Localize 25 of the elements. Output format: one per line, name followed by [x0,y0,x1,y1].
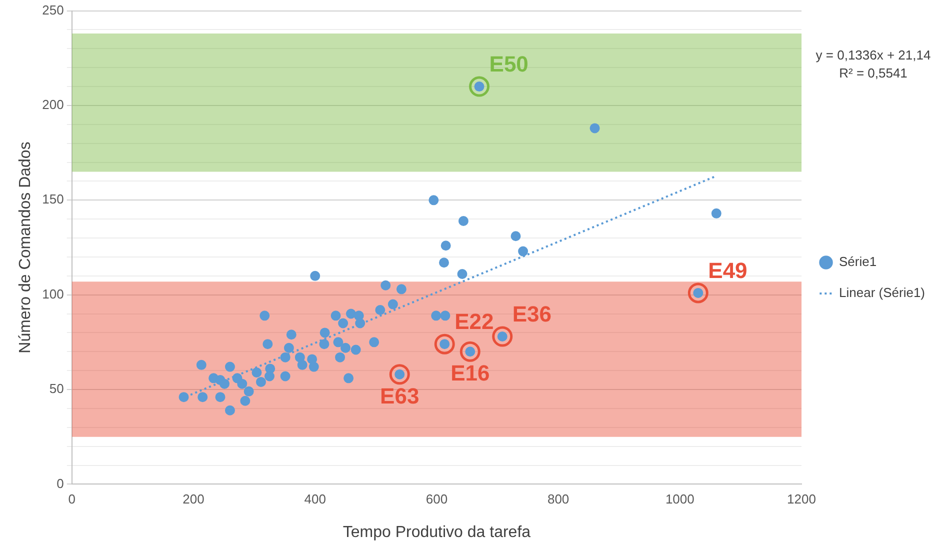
annotation: E22 [454,309,494,334]
legend-label: Série1 [839,254,877,270]
legend-label: Linear (Série1) [839,285,926,300]
y-tick-label: 50 [49,381,64,396]
y-tick-label: 250 [42,2,64,18]
x-tick-label: 0 [68,492,76,507]
annotation: E63 [380,383,420,408]
annotation: E16 [450,360,490,386]
annotation: E50 [489,52,528,77]
x-tick-label: 1000 [665,492,694,507]
y-tick-label: 200 [42,97,64,112]
y-tick-label: 150 [42,192,64,207]
text: y = 0,1336x + 21,14 [816,47,931,62]
y-axis-title: Número de Comandos Dados [17,142,34,354]
x-tick-label: 1200 [787,492,816,507]
x-tick-label: 400 [304,492,326,507]
annotation: E49 [708,258,748,284]
y-tick-label: 0 [56,476,64,491]
y-tick-label: 100 [42,286,64,302]
x-axis-title: Tempo Produtivo da tarefa [342,524,531,541]
x-tick-label: 200 [182,492,204,507]
x-tick-label: 600 [426,492,448,507]
text: R² = 0,5541 [839,65,908,80]
annotation: E36 [512,302,552,327]
x-tick-label: 800 [547,492,570,507]
